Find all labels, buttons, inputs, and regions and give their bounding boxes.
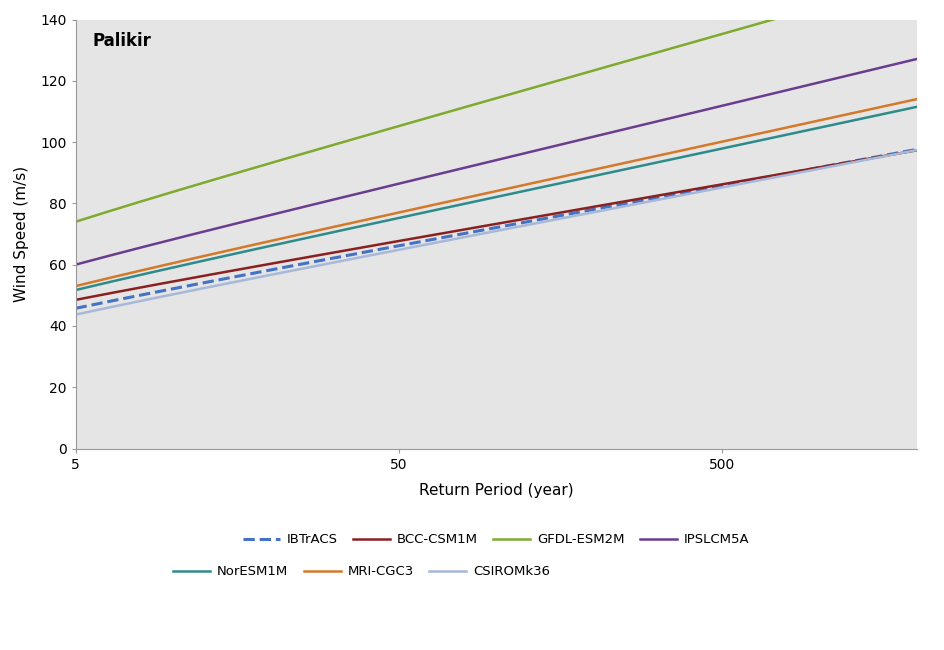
X-axis label: Return Period (year): Return Period (year) xyxy=(418,483,573,498)
IBTrACS xyxy=(171,284,182,292)
MRI-CGC3 xyxy=(676,146,687,154)
NorESM1M xyxy=(171,263,182,270)
MRI-CGC3 xyxy=(402,207,413,215)
IBTrACS xyxy=(402,240,413,248)
IBTrACS xyxy=(70,304,81,312)
Line: BCC-CSM1M: BCC-CSM1M xyxy=(76,150,916,300)
IPSLCM5A xyxy=(344,192,355,200)
GFDL-ESM2M xyxy=(402,120,413,127)
Y-axis label: Wind Speed (m/s): Wind Speed (m/s) xyxy=(14,166,29,302)
MRI-CGC3 xyxy=(171,258,182,266)
Line: IBTrACS: IBTrACS xyxy=(76,150,916,308)
IBTrACS xyxy=(598,203,610,211)
GFDL-ESM2M xyxy=(344,136,355,144)
MRI-CGC3 xyxy=(681,146,692,153)
GFDL-ESM2M xyxy=(598,64,610,72)
Line: IPSLCM5A: IPSLCM5A xyxy=(76,59,916,265)
MRI-CGC3 xyxy=(598,163,610,171)
IBTrACS xyxy=(344,251,355,259)
MRI-CGC3 xyxy=(70,282,81,290)
CSIROMk36 xyxy=(402,244,413,252)
IPSLCM5A xyxy=(910,55,921,63)
BCC-CSM1M xyxy=(171,277,182,285)
NorESM1M xyxy=(910,103,921,111)
BCC-CSM1M xyxy=(676,187,687,195)
Text: Palikir: Palikir xyxy=(93,32,151,50)
CSIROMk36 xyxy=(910,146,921,154)
Line: MRI-CGC3: MRI-CGC3 xyxy=(76,99,916,286)
NorESM1M xyxy=(70,286,81,294)
IPSLCM5A xyxy=(676,111,687,119)
IPSLCM5A xyxy=(681,111,692,118)
IBTrACS xyxy=(910,146,921,153)
BCC-CSM1M xyxy=(681,187,692,194)
NorESM1M xyxy=(344,225,355,233)
Line: CSIROMk36: CSIROMk36 xyxy=(76,150,916,315)
MRI-CGC3 xyxy=(344,220,355,228)
IPSLCM5A xyxy=(402,177,413,185)
Line: GFDL-ESM2M: GFDL-ESM2M xyxy=(76,0,916,222)
Legend: NorESM1M, MRI-CGC3, CSIROMk36: NorESM1M, MRI-CGC3, CSIROMk36 xyxy=(168,560,555,584)
GFDL-ESM2M xyxy=(676,41,687,49)
MRI-CGC3 xyxy=(910,96,921,103)
BCC-CSM1M xyxy=(910,146,921,154)
CSIROMk36 xyxy=(171,290,182,298)
IPSLCM5A xyxy=(70,261,81,268)
IPSLCM5A xyxy=(598,130,610,138)
GFDL-ESM2M xyxy=(70,218,81,226)
GFDL-ESM2M xyxy=(681,40,692,48)
NorESM1M xyxy=(676,153,687,161)
CSIROMk36 xyxy=(598,206,610,214)
CSIROMk36 xyxy=(70,311,81,318)
GFDL-ESM2M xyxy=(171,187,182,194)
BCC-CSM1M xyxy=(70,296,81,304)
BCC-CSM1M xyxy=(402,235,413,243)
CSIROMk36 xyxy=(344,255,355,263)
NorESM1M xyxy=(598,170,610,177)
NorESM1M xyxy=(681,152,692,160)
NorESM1M xyxy=(402,212,413,220)
IBTrACS xyxy=(681,188,692,196)
IBTrACS xyxy=(676,189,687,197)
Line: NorESM1M: NorESM1M xyxy=(76,107,916,290)
IPSLCM5A xyxy=(171,235,182,242)
CSIROMk36 xyxy=(681,190,692,198)
CSIROMk36 xyxy=(676,191,687,199)
BCC-CSM1M xyxy=(598,201,610,209)
BCC-CSM1M xyxy=(344,246,355,254)
